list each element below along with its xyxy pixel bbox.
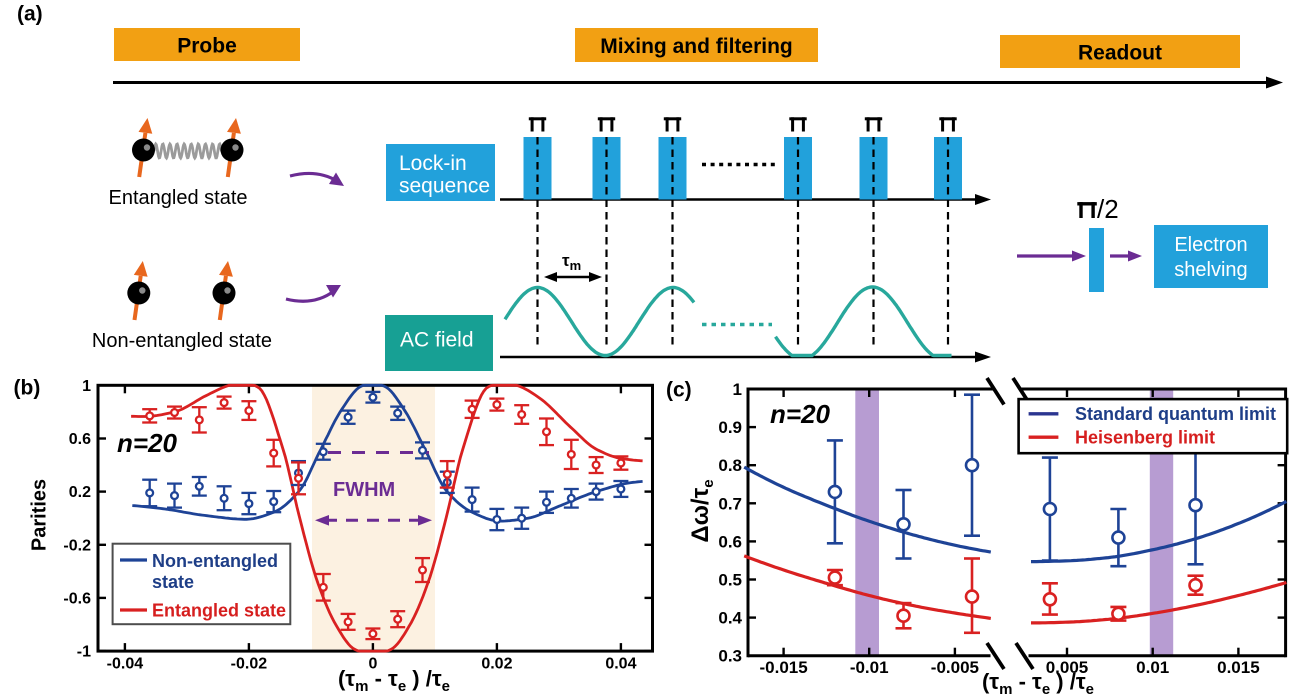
svg-text:0.02: 0.02 bbox=[481, 656, 512, 673]
svg-text:AC field: AC field bbox=[400, 329, 474, 352]
svg-text:FWHM: FWHM bbox=[333, 479, 395, 501]
svg-text:sequence: sequence bbox=[399, 175, 490, 198]
svg-text:0.6: 0.6 bbox=[718, 532, 742, 551]
svg-text:Electron: Electron bbox=[1174, 234, 1247, 256]
svg-text:Non-entangled state: Non-entangled state bbox=[92, 330, 272, 352]
svg-text:n=20: n=20 bbox=[117, 428, 178, 458]
svg-text:0.005: 0.005 bbox=[1046, 658, 1089, 677]
svg-text:-0.6: -0.6 bbox=[63, 590, 91, 607]
svg-text:-0.2: -0.2 bbox=[63, 537, 91, 554]
svg-text:Readout: Readout bbox=[1078, 42, 1162, 65]
svg-text:shelving: shelving bbox=[1174, 259, 1247, 281]
svg-text:-1: -1 bbox=[77, 644, 91, 661]
svg-text:0.3: 0.3 bbox=[718, 647, 742, 666]
svg-text:1: 1 bbox=[733, 380, 742, 399]
svg-text:Probe: Probe bbox=[177, 35, 237, 58]
svg-text:(τm - τe ) /τe: (τm - τe ) /τe bbox=[982, 669, 1094, 698]
svg-text:0.7: 0.7 bbox=[718, 494, 742, 513]
svg-text:-0.01: -0.01 bbox=[850, 658, 889, 677]
svg-text:0.04: 0.04 bbox=[605, 656, 636, 673]
svg-text:τm: τm bbox=[562, 251, 581, 273]
svg-text:0.4: 0.4 bbox=[718, 609, 742, 628]
svg-text:-0.04: -0.04 bbox=[107, 656, 144, 673]
svg-text:0.015: 0.015 bbox=[1217, 658, 1260, 677]
svg-text:(a): (a) bbox=[17, 3, 43, 26]
svg-text:Δω/τe: Δω/τe bbox=[687, 479, 717, 542]
svg-text:Entangled state: Entangled state bbox=[152, 601, 286, 621]
svg-text:-0.02: -0.02 bbox=[231, 656, 268, 673]
svg-text:Non-entangled: Non-entangled bbox=[152, 551, 278, 571]
svg-text:(b): (b) bbox=[14, 377, 41, 400]
svg-text:(c): (c) bbox=[666, 379, 692, 402]
svg-text:-0.015: -0.015 bbox=[759, 658, 807, 677]
svg-text:0.01: 0.01 bbox=[1136, 658, 1169, 677]
svg-text:1: 1 bbox=[82, 378, 91, 395]
svg-text:Parities: Parities bbox=[29, 479, 51, 551]
svg-text:0.5: 0.5 bbox=[718, 571, 742, 590]
svg-text:0: 0 bbox=[368, 656, 377, 673]
svg-text:-0.005: -0.005 bbox=[931, 658, 979, 677]
svg-text:n=20: n=20 bbox=[770, 399, 831, 429]
svg-text:(τm - τe ) /τe: (τm - τe ) /τe bbox=[338, 666, 450, 695]
svg-text:Entangled state: Entangled state bbox=[109, 187, 248, 209]
svg-text:state: state bbox=[152, 572, 194, 592]
svg-text:/2: /2 bbox=[1097, 194, 1119, 224]
svg-text:Heisenberg limit: Heisenberg limit bbox=[1075, 428, 1215, 448]
svg-text:Standard quantum limit: Standard quantum limit bbox=[1075, 404, 1276, 424]
svg-text:0.6: 0.6 bbox=[69, 431, 91, 448]
svg-text:0.8: 0.8 bbox=[718, 456, 742, 475]
svg-text:Lock-in: Lock-in bbox=[399, 152, 467, 175]
svg-text:0.9: 0.9 bbox=[718, 418, 742, 437]
svg-text:Mixing and filtering: Mixing and filtering bbox=[600, 35, 793, 58]
svg-text:0.2: 0.2 bbox=[69, 484, 91, 501]
